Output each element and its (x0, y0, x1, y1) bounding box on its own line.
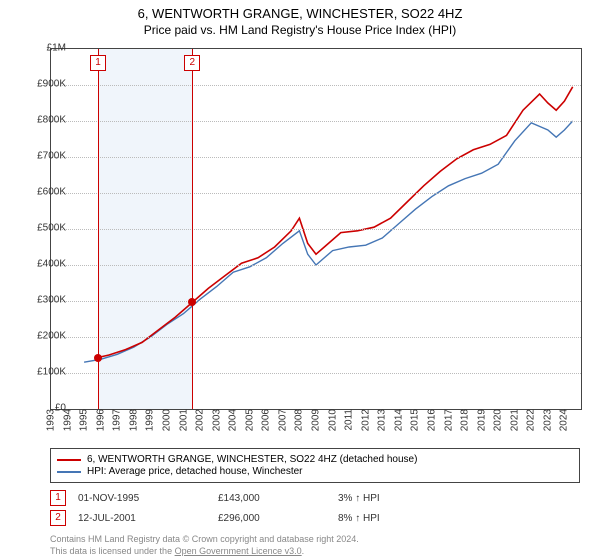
sale-date-1: 01-NOV-1995 (78, 493, 218, 504)
gridline-h (51, 121, 581, 122)
y-axis-label: £700K (20, 151, 66, 162)
x-axis-label: 2009 (311, 409, 322, 431)
sale-price-2: £296,000 (218, 513, 338, 524)
legend-label-hpi: HPI: Average price, detached house, Winc… (87, 466, 303, 477)
sale-marker-2: 2 (50, 510, 66, 526)
gridline-h (51, 229, 581, 230)
x-axis-label: 1996 (95, 409, 106, 431)
legend-row-hpi: HPI: Average price, detached house, Winc… (57, 466, 573, 477)
y-axis-label: £300K (20, 295, 66, 306)
x-axis-label: 2011 (344, 409, 355, 431)
footer-text: Contains HM Land Registry data © Crown c… (50, 534, 580, 557)
footer-line1: Contains HM Land Registry data © Crown c… (50, 534, 359, 544)
sale-marker-1: 1 (50, 490, 66, 506)
legend-box: 6, WENTWORTH GRANGE, WINCHESTER, SO22 4H… (50, 448, 580, 483)
y-axis-label: £200K (20, 331, 66, 342)
y-axis-label: £600K (20, 187, 66, 198)
chart-title: 6, WENTWORTH GRANGE, WINCHESTER, SO22 4H… (0, 6, 600, 21)
footer-line2c: . (302, 546, 305, 556)
legend-label-property: 6, WENTWORTH GRANGE, WINCHESTER, SO22 4H… (87, 454, 417, 465)
marker-line-2 (192, 49, 193, 409)
x-axis-label: 2012 (360, 409, 371, 431)
sale-row-2: 2 12-JUL-2001 £296,000 8% ↑ HPI (50, 510, 580, 526)
x-axis-label: 2024 (559, 409, 570, 431)
x-axis-label: 2016 (426, 409, 437, 431)
gridline-h (51, 265, 581, 266)
x-axis-label: 1995 (79, 409, 90, 431)
marker-dot-2 (188, 298, 196, 306)
x-axis-label: 2000 (161, 409, 172, 431)
marker-label-2: 2 (184, 55, 200, 71)
chart-plot-area: 1993199419951996199719981999200020012002… (50, 48, 582, 410)
x-axis-label: 2022 (526, 409, 537, 431)
y-axis-label: £900K (20, 79, 66, 90)
sale-date-2: 12-JUL-2001 (78, 513, 218, 524)
gridline-h (51, 301, 581, 302)
x-axis-label: 2020 (493, 409, 504, 431)
x-axis-label: 2008 (294, 409, 305, 431)
footer-line2a: This data is licensed under the (50, 546, 175, 556)
x-axis-label: 2017 (443, 409, 454, 431)
marker-dot-1 (94, 354, 102, 362)
x-axis-label: 1999 (145, 409, 156, 431)
chart-container: 6, WENTWORTH GRANGE, WINCHESTER, SO22 4H… (0, 0, 600, 560)
x-axis-label: 2018 (460, 409, 471, 431)
x-axis-label: 2019 (476, 409, 487, 431)
gridline-h (51, 85, 581, 86)
x-axis-label: 2003 (211, 409, 222, 431)
y-axis-label: £400K (20, 259, 66, 270)
legend-swatch-hpi (57, 471, 81, 473)
x-axis-label: 2010 (327, 409, 338, 431)
x-axis-label: 2002 (195, 409, 206, 431)
gridline-h (51, 337, 581, 338)
x-axis-label: 2021 (509, 409, 520, 431)
title-block: 6, WENTWORTH GRANGE, WINCHESTER, SO22 4H… (0, 0, 600, 37)
y-axis-label: £1M (20, 43, 66, 54)
footer-licence-link[interactable]: Open Government Licence v3.0 (175, 546, 302, 556)
sale-price-1: £143,000 (218, 493, 338, 504)
x-axis-label: 2013 (377, 409, 388, 431)
y-axis-label: £800K (20, 115, 66, 126)
sale-pct-1: 3% ↑ HPI (338, 493, 448, 504)
x-axis-label: 1998 (128, 409, 139, 431)
x-axis-label: 1997 (112, 409, 123, 431)
x-axis-label: 2023 (542, 409, 553, 431)
chart-subtitle: Price paid vs. HM Land Registry's House … (0, 23, 600, 37)
sale-pct-2: 8% ↑ HPI (338, 513, 448, 524)
x-axis-label: 2005 (244, 409, 255, 431)
series-line-property (98, 87, 573, 358)
x-axis-label: 2001 (178, 409, 189, 431)
sale-row-1: 1 01-NOV-1995 £143,000 3% ↑ HPI (50, 490, 580, 506)
x-axis-label: 2006 (261, 409, 272, 431)
gridline-h (51, 193, 581, 194)
x-axis-label: 2007 (277, 409, 288, 431)
y-axis-label: £500K (20, 223, 66, 234)
legend-swatch-property (57, 459, 81, 461)
gridline-h (51, 373, 581, 374)
x-axis-label: 2004 (228, 409, 239, 431)
x-axis-label: 2014 (393, 409, 404, 431)
marker-label-1: 1 (90, 55, 106, 71)
gridline-h (51, 157, 581, 158)
x-axis-label: 2015 (410, 409, 421, 431)
legend-row-property: 6, WENTWORTH GRANGE, WINCHESTER, SO22 4H… (57, 454, 573, 465)
y-axis-label: £100K (20, 367, 66, 378)
y-axis-label: £0 (20, 403, 66, 414)
